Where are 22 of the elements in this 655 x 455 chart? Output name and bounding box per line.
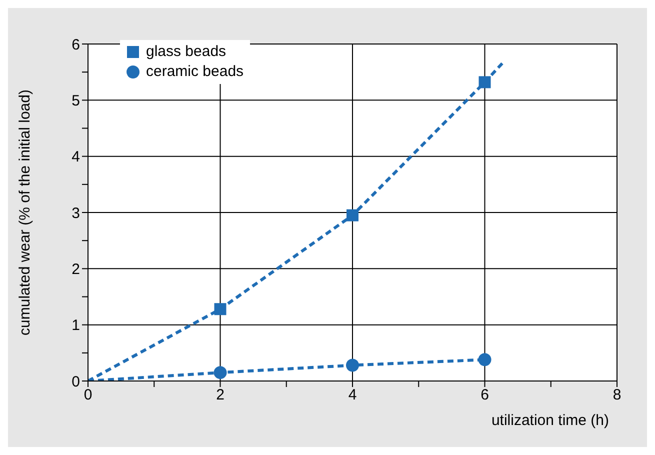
point — [478, 76, 491, 88]
x-tick-label: 8 — [612, 386, 622, 404]
x-tick-label: 2 — [216, 386, 224, 404]
point — [346, 358, 359, 372]
x-tick-label: 6 — [480, 386, 489, 404]
y-tick-label: 2 — [72, 260, 80, 278]
point — [346, 209, 358, 222]
x-tick-label: 0 — [84, 386, 92, 404]
point — [214, 366, 227, 380]
x-axis-title: utilization time (h) — [491, 412, 609, 429]
x-tick-label: 4 — [348, 386, 357, 404]
y-tick-label: 4 — [72, 148, 80, 166]
y-tick-label: 6 — [72, 36, 80, 54]
point — [478, 353, 492, 366]
y-tick-label: 0 — [72, 373, 80, 390]
point — [214, 303, 226, 316]
y-axis-title: cumulated wear (% of the initial load) — [16, 90, 34, 336]
y-tick-label: 3 — [72, 204, 80, 222]
legend-label: ceramic beads — [146, 62, 244, 82]
y-tick-label: 1 — [72, 317, 80, 334]
y-tick-label: 5 — [72, 92, 80, 110]
legend-label: glass beads — [146, 42, 226, 62]
